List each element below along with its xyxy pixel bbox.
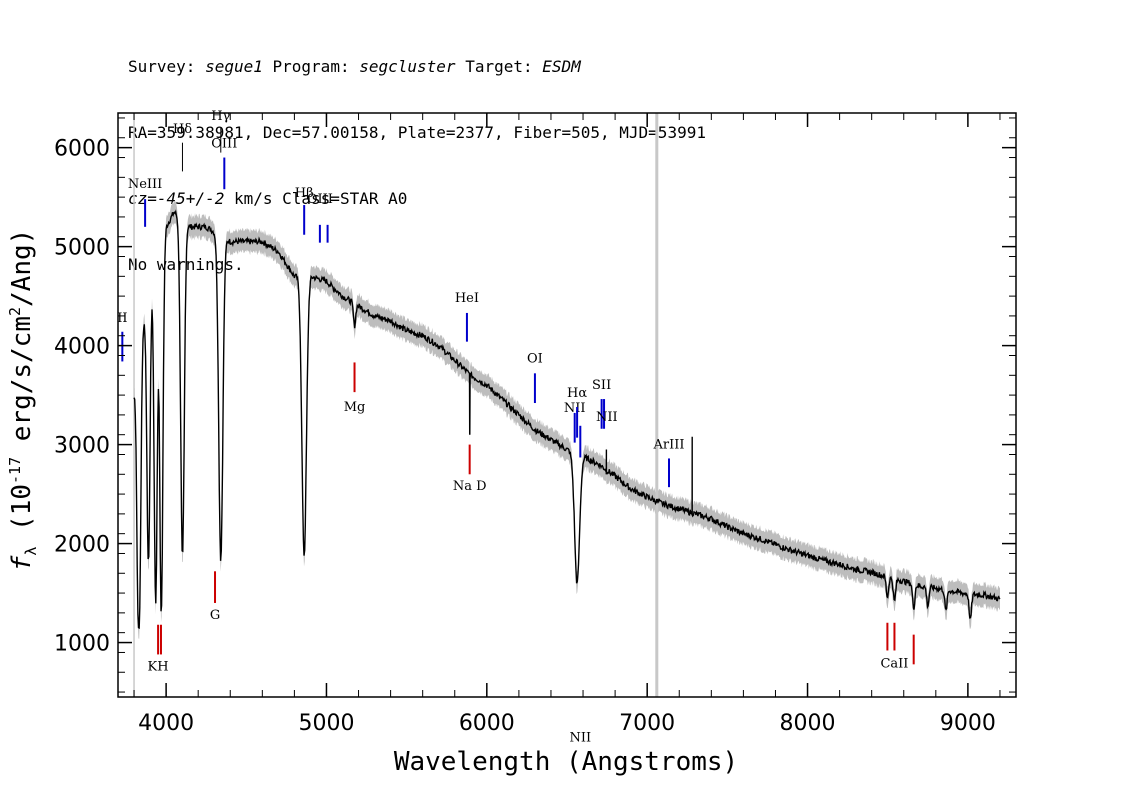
y-tick-label: 1000 bbox=[54, 632, 110, 657]
line-marker-label: Hγ bbox=[211, 109, 230, 124]
x-tick-label: 8000 bbox=[780, 711, 836, 736]
header-line-1: Survey: segue1 Program: segcluster Targe… bbox=[128, 57, 581, 76]
plot-area: NeIIIHδHγOIIIHβOIIIHeIOINIIHαNIISIINIIAr… bbox=[117, 109, 1001, 746]
line-marker-label: NII bbox=[596, 410, 618, 425]
line-marker-label: Hβ bbox=[295, 186, 314, 201]
line-marker-label: ArIII bbox=[652, 438, 684, 453]
spectrum-line bbox=[133, 209, 1001, 629]
line-marker-label: NeIII bbox=[128, 177, 162, 192]
line-marker-label: SII bbox=[592, 378, 611, 393]
header-line-2: RA=359.38981, Dec=57.00158, Plate=2377, … bbox=[128, 123, 706, 142]
line-marker-label: Na D bbox=[453, 479, 487, 494]
axes: 4000 5000 6000 7000 8000 9000 1000 2000 3000 4000… bbox=[54, 112, 1017, 736]
line-marker-label: Hα bbox=[567, 386, 587, 401]
spectrum-header: Survey: segue1 Program: segcluster Targe… bbox=[128, 12, 706, 298]
error-band bbox=[134, 200, 1000, 639]
y-tick-label: 3000 bbox=[54, 434, 110, 459]
line-marker-label: Hδ bbox=[173, 122, 192, 137]
plot-frame bbox=[117, 112, 1017, 698]
target-name: ESDM bbox=[542, 57, 581, 76]
y-tick-label: 5000 bbox=[54, 236, 110, 261]
line-marker-label: HeI bbox=[455, 291, 479, 306]
x-tick-label: 7000 bbox=[619, 711, 675, 736]
y-tick-label: 2000 bbox=[54, 533, 110, 558]
x-tick-label: 4000 bbox=[138, 711, 194, 736]
line-marker-label: OIII bbox=[211, 137, 237, 152]
x-axis-title: Wavelength (Angstroms) bbox=[394, 747, 738, 777]
line-marker-label: II bbox=[117, 311, 127, 326]
line-marker-label: Mg bbox=[344, 400, 366, 415]
y-tick-label: 4000 bbox=[54, 335, 110, 360]
y-tick-label: 6000 bbox=[54, 137, 110, 162]
x-tick-label: 9000 bbox=[940, 711, 996, 736]
line-marker-label: NII bbox=[564, 401, 586, 416]
line-marker-label: NII bbox=[569, 731, 591, 746]
survey-name: segue1 bbox=[205, 57, 263, 76]
x-tick-label: 6000 bbox=[459, 711, 515, 736]
program-name: segcluster bbox=[359, 57, 456, 76]
line-marker-label: KH bbox=[148, 659, 169, 674]
line-marker-label: CaII bbox=[880, 656, 908, 671]
line-marker-label: G bbox=[210, 608, 220, 623]
y-axis-title: fλ (10-17 erg/s/cm2/Ang) bbox=[6, 229, 40, 572]
header-line-3: cz=-45+/-2 km/s Class=STAR A0 bbox=[128, 189, 408, 208]
line-marker-label: OIII bbox=[307, 192, 333, 207]
x-tick-label: 5000 bbox=[298, 711, 354, 736]
line-marker-label: OI bbox=[527, 351, 543, 366]
